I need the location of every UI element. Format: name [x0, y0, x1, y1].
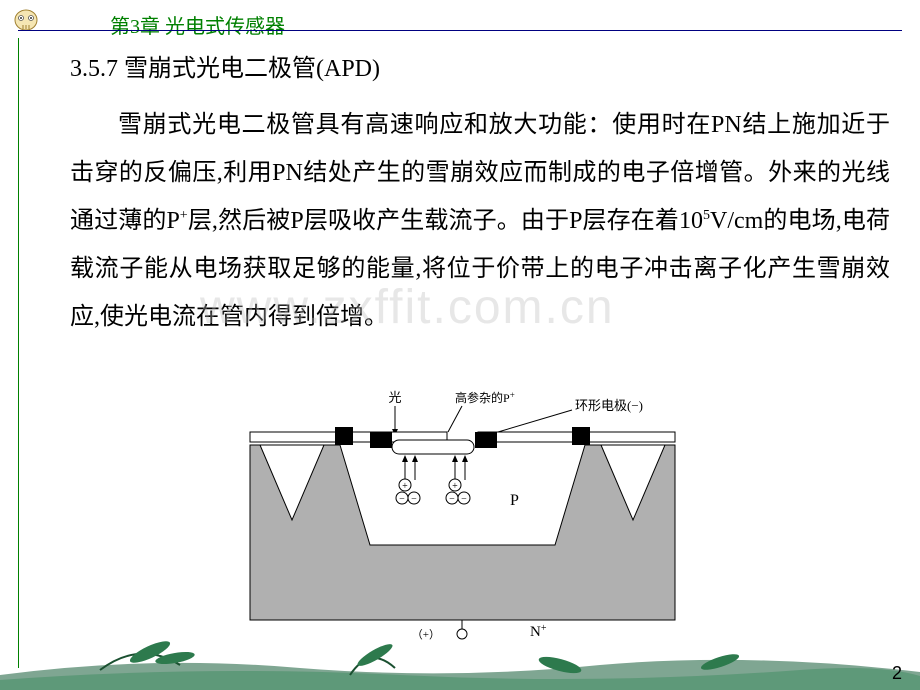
svg-text:+: + — [452, 481, 458, 492]
svg-text:+: + — [402, 481, 408, 492]
svg-text:−: − — [411, 494, 417, 505]
apd-diagram: 光 高参杂的P+ 环形电极(−) — [230, 390, 700, 640]
carriers-right: + − − — [446, 455, 470, 505]
header-underline — [18, 30, 902, 31]
slide: 第3章 光电式传感器 3.5.7 雪崩式光电二极管(APD) 雪崩式光电二极管具… — [0, 0, 920, 690]
svg-text:−: − — [399, 494, 405, 505]
header-icon — [12, 8, 40, 37]
carriers-left: + − − — [396, 455, 420, 505]
label-ring-electrode: 环形电极(−) — [575, 398, 643, 413]
body-part-2: 层,然后被P层吸收产生载流子。由于P层存在着10 — [188, 208, 703, 234]
section-title: 3.5.7 雪崩式光电二极管(APD) — [70, 48, 890, 83]
side-line — [18, 38, 19, 668]
body-paragraph: 雪崩式光电二极管具有高速响应和放大功能：使用时在PN结上施加近于击穿的反偏压,利… — [70, 101, 890, 341]
section-number: 3.5.7 — [70, 56, 118, 82]
device-body — [250, 445, 675, 620]
content-area: 3.5.7 雪崩式光电二极管(APD) 雪崩式光电二极管具有高速响应和放大功能：… — [70, 48, 890, 341]
label-light: 光 — [388, 390, 401, 405]
body-sup-2: 5 — [703, 208, 710, 223]
header: 第3章 光电式传感器 — [0, 8, 920, 38]
label-n-plus: N+ — [530, 623, 547, 640]
body-sup-1: + — [180, 208, 188, 223]
svg-text:−: − — [449, 494, 455, 505]
section-heading: 雪崩式光电二极管(APD) — [124, 56, 380, 82]
svg-text:−: − — [461, 494, 467, 505]
label-bottom-plus: （+） — [412, 628, 440, 640]
chapter-title: 第3章 光电式传感器 — [110, 10, 285, 39]
label-p-region: P — [510, 492, 519, 509]
page-number: 2 — [892, 663, 902, 684]
label-doped-p: 高参杂的P+ — [455, 390, 515, 405]
